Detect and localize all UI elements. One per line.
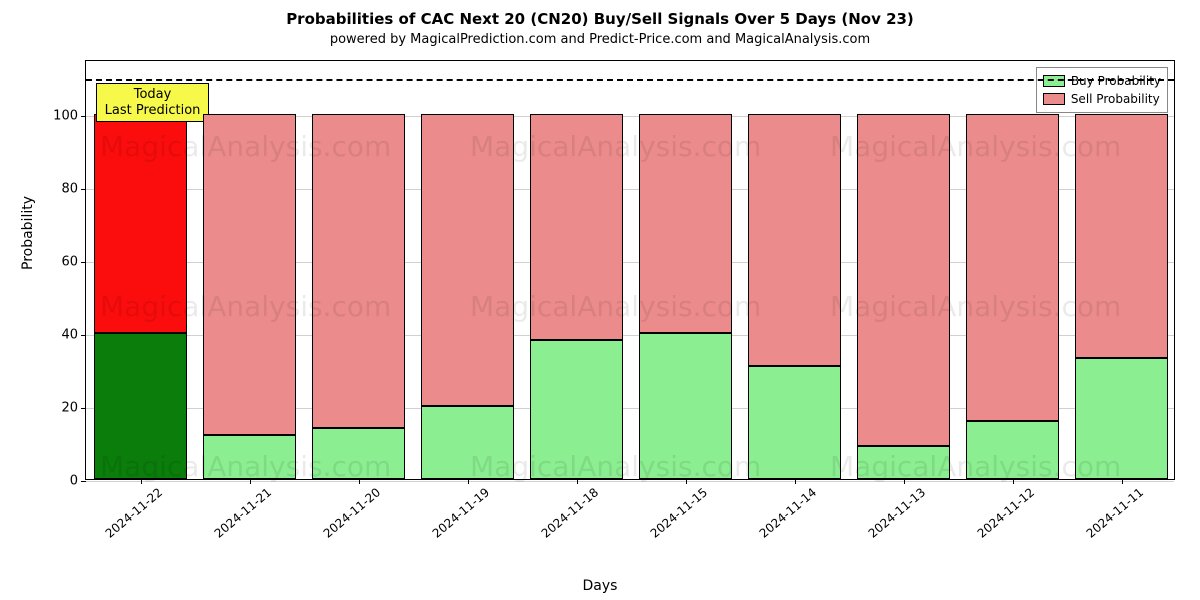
y-tick-mark bbox=[81, 335, 86, 336]
chart-subtitle: powered by MagicalPrediction.com and Pre… bbox=[0, 28, 1200, 47]
x-tick-mark bbox=[359, 479, 360, 484]
buy-bar bbox=[639, 333, 733, 479]
sell-bar bbox=[94, 114, 188, 333]
buy-bar bbox=[530, 340, 624, 479]
y-tick-mark bbox=[81, 189, 86, 190]
plot-area: Buy ProbabilitySell Probability 02040608… bbox=[85, 60, 1175, 480]
buy-bar bbox=[748, 366, 842, 479]
sell-bar bbox=[966, 114, 1060, 421]
sell-bar bbox=[748, 114, 842, 366]
legend-label: Sell Probability bbox=[1071, 90, 1160, 108]
y-tick-label: 40 bbox=[46, 327, 86, 342]
reference-line bbox=[86, 79, 1174, 81]
sell-bar bbox=[203, 114, 297, 435]
buy-bar bbox=[966, 421, 1060, 479]
x-tick-mark bbox=[250, 479, 251, 484]
buy-bar bbox=[312, 428, 406, 479]
x-tick-mark bbox=[686, 479, 687, 484]
x-tick-label: 2024-11-21 bbox=[198, 479, 273, 547]
sell-bar bbox=[639, 114, 733, 333]
x-tick-label: 2024-11-15 bbox=[634, 479, 709, 547]
buy-bar bbox=[203, 435, 297, 479]
today-line1: Today bbox=[105, 87, 201, 103]
x-tick-mark bbox=[904, 479, 905, 484]
sell-bar bbox=[1075, 114, 1169, 359]
x-tick-label: 2024-11-22 bbox=[89, 479, 164, 547]
buy-bar bbox=[1075, 358, 1169, 479]
y-axis-label: Probability bbox=[20, 196, 36, 270]
y-tick-mark bbox=[81, 262, 86, 263]
buy-bar bbox=[94, 333, 188, 479]
y-tick-label: 80 bbox=[46, 181, 86, 196]
sell-bar bbox=[530, 114, 624, 340]
x-tick-label: 2024-11-18 bbox=[525, 479, 600, 547]
y-tick-label: 0 bbox=[46, 474, 86, 489]
x-tick-label: 2024-11-12 bbox=[961, 479, 1036, 547]
today-callout: TodayLast Prediction bbox=[96, 83, 210, 122]
x-axis-label: Days bbox=[583, 578, 618, 594]
x-tick-label: 2024-11-11 bbox=[1070, 479, 1145, 547]
x-tick-label: 2024-11-20 bbox=[307, 479, 382, 547]
x-tick-mark bbox=[1013, 479, 1014, 484]
x-tick-mark bbox=[141, 479, 142, 484]
chart-area: Buy ProbabilitySell Probability 02040608… bbox=[85, 60, 1175, 480]
today-line2: Last Prediction bbox=[105, 103, 201, 119]
x-tick-label: 2024-11-14 bbox=[743, 479, 818, 547]
x-tick-label: 2024-11-19 bbox=[416, 479, 491, 547]
sell-bar bbox=[857, 114, 951, 446]
y-tick-mark bbox=[81, 116, 86, 117]
x-tick-mark bbox=[1122, 479, 1123, 484]
legend-swatch bbox=[1043, 93, 1065, 105]
buy-bar bbox=[421, 406, 515, 479]
x-tick-label: 2024-11-13 bbox=[852, 479, 927, 547]
legend: Buy ProbabilitySell Probability bbox=[1036, 67, 1168, 113]
y-tick-mark bbox=[81, 481, 86, 482]
x-tick-mark bbox=[795, 479, 796, 484]
sell-bar bbox=[312, 114, 406, 428]
y-tick-mark bbox=[81, 408, 86, 409]
sell-bar bbox=[421, 114, 515, 406]
legend-item: Sell Probability bbox=[1043, 90, 1161, 108]
chart-title: Probabilities of CAC Next 20 (CN20) Buy/… bbox=[0, 0, 1200, 28]
y-tick-label: 20 bbox=[46, 400, 86, 415]
y-tick-label: 60 bbox=[46, 254, 86, 269]
y-tick-label: 100 bbox=[46, 108, 86, 123]
x-tick-mark bbox=[577, 479, 578, 484]
x-tick-mark bbox=[468, 479, 469, 484]
buy-bar bbox=[857, 446, 951, 479]
